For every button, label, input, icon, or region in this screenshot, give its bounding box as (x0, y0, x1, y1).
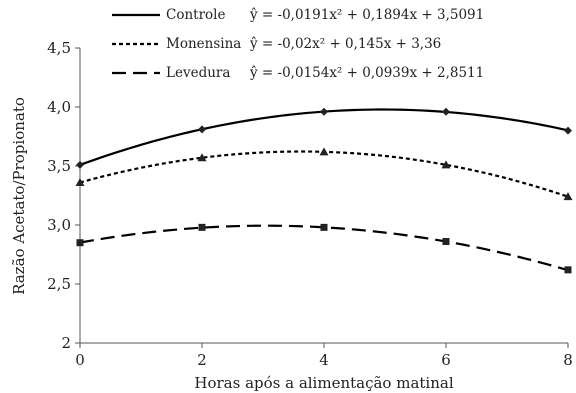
legend-label-levedura: Levedura (166, 65, 230, 81)
legend-label-controle: Controle (166, 7, 225, 23)
x-tick-label: 6 (441, 351, 451, 369)
data-point-levedura (197, 153, 207, 162)
data-point-monensina (320, 223, 328, 231)
x-tick-label: 4 (319, 351, 329, 369)
legend-label-monensina: Monensina (166, 36, 241, 52)
axes (79, 48, 568, 344)
data-point-levedura (563, 192, 573, 201)
legend-equation-controle: ŷ = -0,0191x² + 0,1894x + 3,5091 (249, 7, 484, 23)
data-point-controle (198, 125, 206, 134)
legend: Controle ŷ = -0,0191x² + 0,1894x + 3,5091… (112, 7, 484, 81)
x-axis-title: Horas após a alimentação matinal (194, 374, 453, 392)
y-tick-label: 3,0 (47, 216, 71, 234)
series-line-controle (79, 108, 569, 166)
data-point-levedura (441, 160, 451, 169)
y-tick-label: 2,5 (47, 275, 71, 293)
x-tick-label: 2 (197, 351, 207, 369)
series-curves (79, 108, 569, 272)
x-tick-label: 8 (563, 351, 573, 369)
data-point-controle (442, 107, 450, 116)
y-axis-title: Razão Acetato/Propionato (10, 97, 28, 295)
x-tick-label: 0 (75, 351, 85, 369)
y-tick-label: 4,0 (47, 98, 71, 116)
series-line-monensina (79, 150, 569, 198)
data-point-monensina (442, 238, 450, 246)
data-point-levedura (75, 178, 85, 187)
y-tick-label: 4,5 (47, 39, 71, 57)
data-point-controle (76, 160, 84, 169)
data-point-levedura (319, 147, 329, 156)
data-point-monensina (564, 266, 572, 274)
y-ticks: 2 2,5 3,0 3,5 4,0 4,5 (47, 39, 80, 352)
data-point-controle (564, 126, 572, 135)
x-ticks: 0 2 4 6 8 (75, 343, 573, 369)
y-tick-label: 3,5 (47, 157, 71, 175)
data-point-controle (320, 107, 328, 116)
data-point-monensina (198, 223, 206, 231)
series-markers (75, 107, 573, 274)
y-tick-label: 2 (61, 334, 71, 352)
series-line-levedura (79, 224, 569, 272)
legend-equation-levedura: ŷ = -0,0154x² + 0,0939x + 2,8511 (249, 65, 484, 81)
data-point-monensina (76, 239, 84, 247)
legend-equation-monensina: ŷ = -0,02x² + 0,145x + 3,36 (249, 36, 441, 52)
